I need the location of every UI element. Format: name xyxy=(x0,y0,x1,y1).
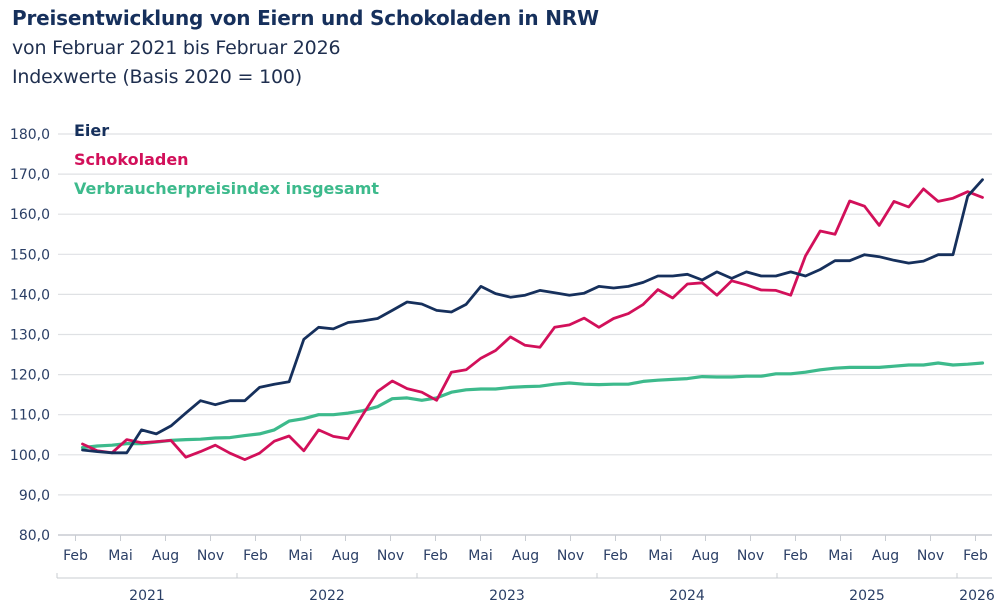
year-label: 2021 xyxy=(129,588,165,604)
y-tick-label: 140,0 xyxy=(10,287,50,303)
x-tick-label: Nov xyxy=(557,548,584,564)
year-label: 2023 xyxy=(489,588,525,604)
year-label: 2026 xyxy=(959,588,995,604)
x-tick-label: Aug xyxy=(872,548,899,564)
series-lines xyxy=(80,178,985,462)
x-tick-label: Feb xyxy=(603,548,628,564)
chart-subtitle-index: Indexwerte (Basis 2020 = 100) xyxy=(12,66,302,88)
y-tick-label: 170,0 xyxy=(10,167,50,183)
x-tick-label: Nov xyxy=(377,548,404,564)
x-tick-label: Feb xyxy=(783,548,808,564)
x-tick-label: Mai xyxy=(468,548,493,564)
y-axis-ticks: 80,0 90,0 100,0 110,0 120,0 130,0 140,0 150,0 16… xyxy=(10,127,50,544)
x-tick-label: Nov xyxy=(737,548,764,564)
x-tick-label: Mai xyxy=(648,548,673,564)
x-tick-label: Feb xyxy=(63,548,88,564)
x-tick-label: Mai xyxy=(828,548,853,564)
series-line-schokoladen xyxy=(81,187,984,462)
x-tick-label: Aug xyxy=(692,548,719,564)
x-tick-label: Nov xyxy=(917,548,944,564)
year-label: 2025 xyxy=(849,588,885,604)
x-tick-label: Aug xyxy=(152,548,179,564)
year-label: 2024 xyxy=(669,588,705,604)
x-tick-label: Mai xyxy=(288,548,313,564)
y-tick-label: 130,0 xyxy=(10,328,50,344)
series-line-eier xyxy=(81,178,984,455)
y-tick-label: 80,0 xyxy=(19,528,50,544)
x-tick-label: Feb xyxy=(963,548,988,564)
chart-subtitle-period: von Februar 2021 bis Februar 2026 xyxy=(12,37,341,59)
x-axis: Feb Mai Aug Nov Feb Mai Aug Nov Feb Mai Aug Nov Feb M… xyxy=(56,535,995,604)
legend-item: Verbraucherpreisindex insgesamt xyxy=(74,179,379,198)
x-tick-label: Nov xyxy=(197,548,224,564)
x-tick-label: Aug xyxy=(512,548,539,564)
y-tick-label: 180,0 xyxy=(10,127,50,143)
y-tick-label: 120,0 xyxy=(10,368,50,384)
x-tick-label: Aug xyxy=(332,548,359,564)
x-tick-label: Mai xyxy=(108,548,133,564)
x-tick-label: Feb xyxy=(243,548,268,564)
x-tick-label: Feb xyxy=(423,548,448,564)
y-tick-label: 90,0 xyxy=(19,488,50,504)
legend-item: Eier xyxy=(74,121,109,140)
legend-item: Schokoladen xyxy=(74,150,189,169)
series-line-verbraucherpreisindex-insgesamt xyxy=(80,361,985,450)
year-label: 2022 xyxy=(309,588,345,604)
y-tick-label: 100,0 xyxy=(10,448,50,464)
chart-title: Preisentwicklung von Eiern und Schokolad… xyxy=(12,6,599,30)
y-tick-label: 160,0 xyxy=(10,207,50,223)
y-tick-label: 110,0 xyxy=(10,408,50,424)
y-tick-label: 150,0 xyxy=(10,247,50,263)
legend: Eier Schokoladen Verbraucherpreisindex ins… xyxy=(74,121,379,198)
